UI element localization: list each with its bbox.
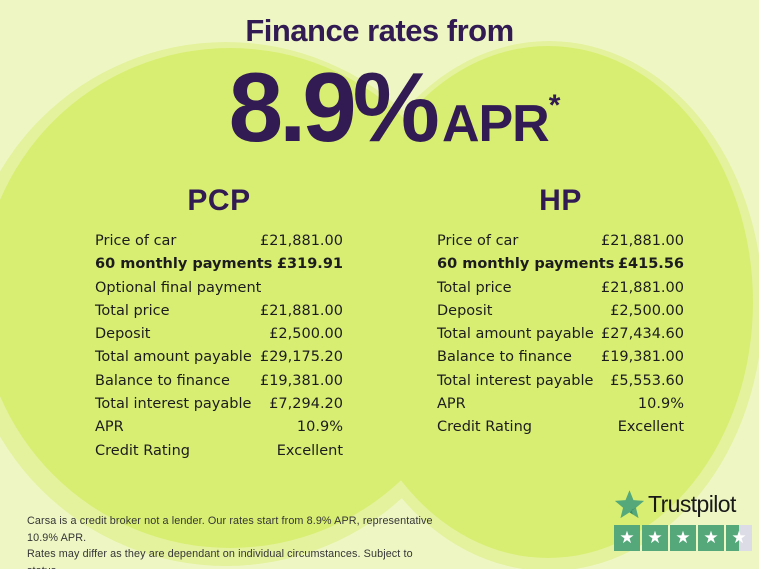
row-value: £29,175.20 <box>259 349 343 366</box>
table-row: Total price £21,881.00 <box>437 277 684 300</box>
row-label: APR <box>95 419 124 436</box>
pcp-rows: Price of car £21,881.00 60 monthly payme… <box>95 230 343 463</box>
table-row: 60 monthly payments £319.91 <box>95 253 343 276</box>
row-label: APR <box>437 396 466 413</box>
row-value: £7,294.20 <box>269 396 343 413</box>
row-value: £21,881.00 <box>259 233 343 249</box>
row-label: Optional final payment <box>95 279 262 296</box>
star-box-5-half: ★ <box>726 525 752 551</box>
table-row: Balance to finance £19,381.00 <box>95 370 343 393</box>
headline-apr-label: APR <box>441 95 550 153</box>
row-label: Total interest payable <box>437 372 594 389</box>
table-row: Total interest payable £7,294.20 <box>95 393 343 416</box>
pcp-table: PCP Price of car £21,881.00 60 monthly p… <box>95 184 343 463</box>
background-blob-bright-right <box>343 46 753 558</box>
trustpilot-rating-stars: ★ ★ ★ ★ ★ <box>614 525 759 551</box>
hp-heading: HP <box>539 184 582 217</box>
headline: 8.9% APR * <box>30 58 759 156</box>
table-row: Credit Rating Excellent <box>437 416 684 439</box>
table-row: Credit Rating Excellent <box>95 440 343 463</box>
row-value: £19,381.00 <box>259 372 343 389</box>
row-label: Total price <box>95 302 170 319</box>
trustpilot-widget: Trustpilot ★ ★ ★ ★ ★ <box>614 489 759 551</box>
disclaimer: Carsa is a credit broker not a lender. O… <box>27 513 447 569</box>
row-value: Excellent <box>276 442 343 459</box>
row-value: 10.9% <box>296 419 343 436</box>
table-row: 60 monthly payments £415.56 <box>437 253 684 276</box>
trustpilot-star-icon <box>614 490 645 519</box>
row-label: Price of car <box>437 233 519 249</box>
star-box-3: ★ <box>670 525 696 551</box>
row-label: Deposit <box>437 302 493 319</box>
table-row: Deposit £2,500.00 <box>95 323 343 346</box>
hp-table: HP Price of car £21,881.00 60 monthly pa… <box>437 184 684 440</box>
pcp-heading: PCP <box>187 184 251 217</box>
row-label: Credit Rating <box>437 419 532 436</box>
row-value: Excellent <box>617 419 684 436</box>
table-row: Total interest payable £5,553.60 <box>437 370 684 393</box>
table-row: Total amount payable £29,175.20 <box>95 346 343 369</box>
row-value: £2,500.00 <box>610 302 684 319</box>
row-label: 60 monthly payments <box>95 256 273 273</box>
star-icon: ★ <box>619 527 635 548</box>
star-box-1: ★ <box>614 525 640 551</box>
table-row: APR 10.9% <box>437 393 684 416</box>
table-row: Price of car £21,881.00 <box>437 230 684 253</box>
star-icon: ★ <box>703 527 719 548</box>
table-row: Total price £21,881.00 <box>95 300 343 323</box>
row-value: £5,553.60 <box>610 372 684 389</box>
table-row: Total amount payable £27,434.60 <box>437 323 684 346</box>
row-label: 60 monthly payments <box>437 256 615 273</box>
row-label: Total price <box>437 279 512 296</box>
row-label: Total amount payable <box>95 349 252 366</box>
row-label: Total amount payable <box>437 326 594 343</box>
disclaimer-line-2: Rates may differ as they are dependant o… <box>27 548 413 569</box>
disclaimer-line-1: Carsa is a credit broker not a lender. O… <box>27 515 433 544</box>
row-label: Credit Rating <box>95 442 190 459</box>
banner-subtitle: Finance rates from <box>245 13 514 48</box>
row-value: £415.56 <box>617 256 684 273</box>
row-value: £21,881.00 <box>600 233 684 249</box>
table-row: Optional final payment <box>95 277 343 300</box>
headline-asterisk: * <box>548 89 561 122</box>
row-value: 10.9% <box>637 396 684 413</box>
row-value: £21,881.00 <box>600 279 684 296</box>
row-label: Balance to finance <box>95 372 230 389</box>
row-value: £19,381.00 <box>600 349 684 366</box>
trustpilot-wordmark: Trustpilot <box>648 491 736 517</box>
table-row: Deposit £2,500.00 <box>437 300 684 323</box>
star-box-2: ★ <box>642 525 668 551</box>
row-label: Total interest payable <box>95 396 252 413</box>
star-icon: ★ <box>675 527 691 548</box>
hp-rows: Price of car £21,881.00 60 monthly payme… <box>437 230 684 440</box>
table-row: APR 10.9% <box>95 416 343 439</box>
star-icon: ★ <box>647 527 663 548</box>
trustpilot-logo: Trustpilot <box>614 489 759 520</box>
row-label: Deposit <box>95 326 151 343</box>
row-value: £2,500.00 <box>269 326 343 343</box>
table-row: Balance to finance £19,381.00 <box>437 346 684 369</box>
row-value: £27,434.60 <box>600 326 684 343</box>
star-box-4: ★ <box>698 525 724 551</box>
table-row: Price of car £21,881.00 <box>95 230 343 253</box>
row-label: Balance to finance <box>437 349 572 366</box>
headline-rate: 8.9% <box>228 52 440 162</box>
row-value: £319.91 <box>276 256 343 273</box>
row-label: Price of car <box>95 233 177 249</box>
row-value: £21,881.00 <box>259 302 343 319</box>
star-icon: ★ <box>731 527 747 548</box>
